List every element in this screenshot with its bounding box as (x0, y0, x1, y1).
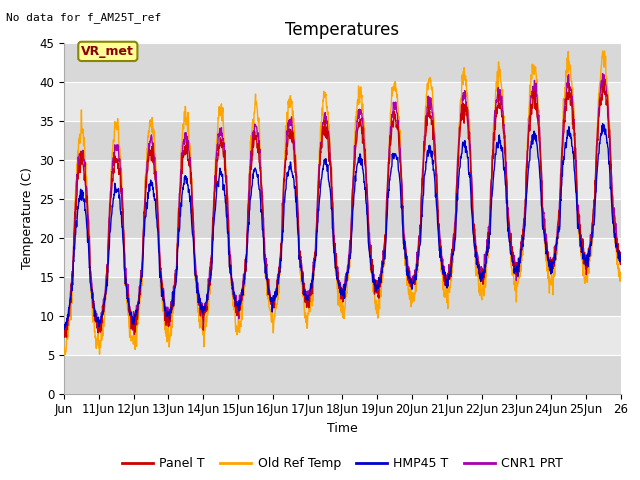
Title: Temperatures: Temperatures (285, 21, 399, 39)
Bar (64, 82, 621, 121)
Bar (64, 355, 621, 394)
Bar (64, 277, 621, 316)
Bar (64, 238, 621, 277)
Bar (64, 121, 621, 160)
Legend: Panel T, Old Ref Temp, HMP45 T, CNR1 PRT: Panel T, Old Ref Temp, HMP45 T, CNR1 PRT (117, 453, 568, 475)
Text: No data for f_AM25T_ref: No data for f_AM25T_ref (6, 12, 162, 23)
Y-axis label: Temperature (C): Temperature (C) (21, 168, 34, 269)
Bar (64, 160, 621, 199)
Bar (64, 43, 621, 82)
X-axis label: Time: Time (327, 422, 358, 435)
Bar (64, 316, 621, 355)
Text: VR_met: VR_met (81, 45, 134, 58)
Bar (64, 199, 621, 238)
